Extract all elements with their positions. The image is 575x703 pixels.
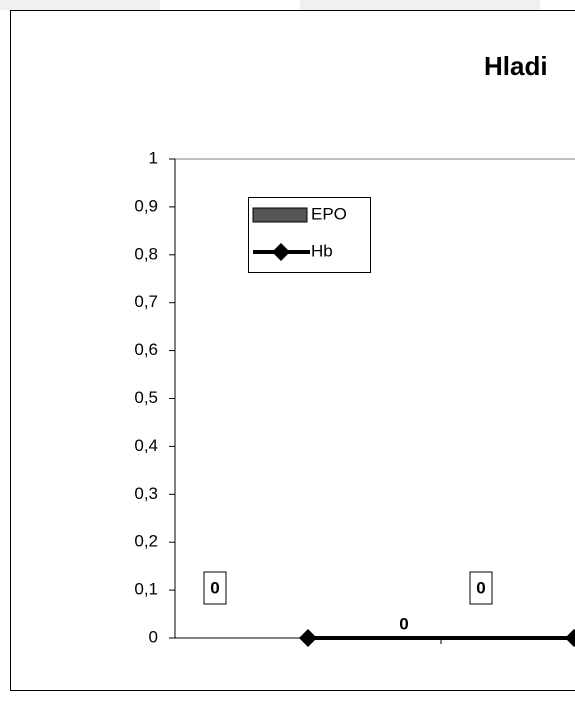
data-label: 0 — [476, 578, 485, 597]
y-tick-label: 0,8 — [134, 244, 158, 263]
legend-label: Hb — [311, 241, 333, 260]
y-tick-label: 0,2 — [134, 532, 158, 551]
y-tick-label: 0,4 — [134, 436, 158, 455]
y-tick-label: 0,5 — [134, 388, 158, 407]
y-tick-label: 1 — [149, 148, 158, 167]
legend: EPO Hb — [249, 198, 371, 273]
data-label: 0 — [210, 578, 219, 597]
legend-label: EPO — [311, 204, 347, 223]
y-tick-label: 0,7 — [134, 292, 158, 311]
data-label: 0 — [399, 614, 408, 633]
y-tick-label: 0,9 — [134, 196, 158, 215]
legend-swatch — [253, 208, 307, 222]
y-tick-label: 0,3 — [134, 484, 158, 503]
y-tick-label: 0 — [149, 627, 158, 646]
y-tick-label: 0,6 — [134, 340, 158, 359]
tab — [300, 0, 540, 10]
chart-title: Hladi — [484, 51, 548, 81]
y-tick-label: 0,1 — [134, 580, 158, 599]
tab — [0, 0, 160, 10]
